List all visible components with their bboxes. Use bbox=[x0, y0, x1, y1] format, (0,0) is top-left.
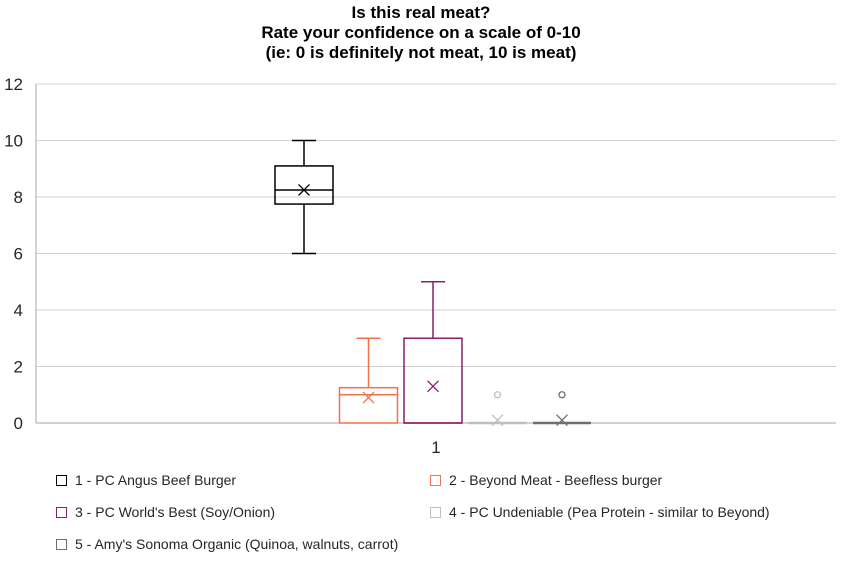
mean-marker bbox=[298, 183, 310, 196]
legend-label: 1 - PC Angus Beef Burger bbox=[75, 472, 237, 488]
legend-swatch bbox=[430, 474, 441, 486]
legend-label: 4 - PC Undeniable (Pea Protein - similar… bbox=[449, 504, 770, 520]
legend-item: 3 - PC World's Best (Soy/Onion) bbox=[56, 504, 275, 520]
y-tick-label: 2 bbox=[14, 358, 23, 377]
y-tick-label: 4 bbox=[14, 301, 23, 320]
legend-swatch bbox=[56, 538, 67, 550]
outlier-point bbox=[493, 391, 502, 399]
x-tick-label: 1 bbox=[431, 438, 440, 457]
mean-marker bbox=[362, 391, 375, 404]
box bbox=[338, 386, 399, 424]
mean-marker bbox=[427, 380, 439, 393]
box bbox=[274, 165, 334, 205]
legend-label: 3 - PC World's Best (Soy/Onion) bbox=[75, 504, 276, 520]
y-tick-label: 12 bbox=[4, 75, 23, 94]
title-line-3: (ie: 0 is definitely not meat, 10 is mea… bbox=[265, 43, 577, 62]
legend-swatch bbox=[430, 506, 441, 518]
chart-title: Is this real meat? Rate your confidence … bbox=[0, 3, 842, 63]
box bbox=[403, 337, 463, 424]
mean-marker bbox=[556, 414, 568, 427]
y-tick-label: 10 bbox=[4, 132, 23, 151]
legend-swatch bbox=[56, 506, 67, 518]
legend-item: 4 - PC Undeniable (Pea Protein - similar… bbox=[430, 504, 770, 520]
legend-item: 5 - Amy's Sonoma Organic (Quinoa, walnut… bbox=[56, 536, 398, 552]
legend-item: 1 - PC Angus Beef Burger bbox=[56, 472, 236, 488]
y-tick-label: 8 bbox=[14, 188, 23, 207]
y-tick-label: 0 bbox=[14, 414, 23, 433]
outlier-point bbox=[558, 391, 566, 399]
title-line-1: Is this real meat? bbox=[351, 3, 491, 22]
legend-label: 5 - Amy's Sonoma Organic (Quinoa, walnut… bbox=[75, 536, 399, 552]
legend-label: 2 - Beyond Meat - Beefless burger bbox=[449, 472, 663, 488]
y-tick-label: 6 bbox=[14, 245, 23, 264]
legend-swatch bbox=[56, 474, 67, 486]
title-line-2: Rate your confidence on a scale of 0-10 bbox=[261, 23, 581, 42]
legend-item: 2 - Beyond Meat - Beefless burger bbox=[430, 472, 662, 488]
mean-marker bbox=[491, 414, 504, 427]
